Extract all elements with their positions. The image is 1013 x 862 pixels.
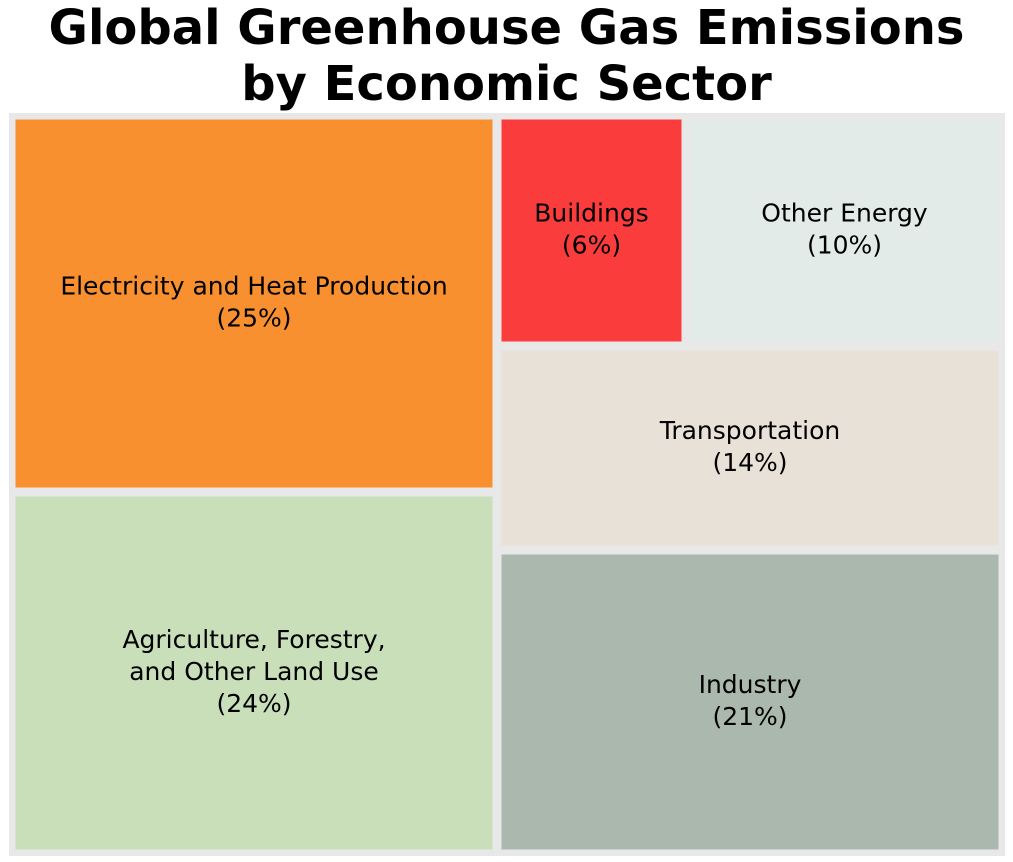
chart-title-line-2: by Economic Sector (241, 56, 772, 112)
tile-value-agriculture-forestry-and-other-land-use: (24%) (216, 689, 291, 718)
chart-title-line-1: Global Greenhouse Gas Emissions (48, 0, 965, 56)
tile-buildings (496, 114, 687, 347)
tile-label-other-energy: Other Energy (10%) (761, 199, 928, 260)
tile-label-buildings: Buildings (6%) (534, 199, 648, 260)
tile-value-other-energy: (10%) (807, 231, 882, 260)
tile-name-buildings: Buildings (534, 199, 648, 228)
tile-value-buildings: (6%) (562, 231, 621, 260)
tile-electricity-and-heat-production (10, 114, 498, 493)
treemap-frame (9, 113, 1005, 856)
tile-name-agriculture-forestry-and-other-land-use: and Other Land Use (129, 657, 379, 686)
tile-name-transportation: Transportation (659, 416, 841, 445)
tile-name-other-energy: Other Energy (761, 199, 928, 228)
tile-name-agriculture-forestry-and-other-land-use: Agriculture, Forestry, (122, 625, 385, 654)
tile-value-industry: (21%) (712, 702, 787, 731)
tile-label-transportation: Transportation (14%) (659, 416, 841, 477)
tile-transportation (496, 345, 1004, 551)
tile-name-electricity-and-heat-production: Electricity and Heat Production (60, 272, 447, 301)
tile-name-industry: Industry (699, 670, 802, 699)
tile-value-transportation: (14%) (712, 448, 787, 477)
tile-value-electricity-and-heat-production: (25%) (216, 304, 291, 333)
treemap-tiles: Electricity and Heat Production (25%) Agri… (9, 113, 1005, 856)
tile-agriculture-forestry-and-other-land-use (10, 491, 498, 855)
chart-title: Global Greenhouse Gas Emissions by Econo… (0, 0, 1013, 112)
tile-label-industry: Industry (21%) (699, 670, 802, 731)
tile-other-energy (685, 114, 1004, 347)
tile-label-agriculture-forestry-and-other-land-use: Agriculture, Forestry, and Other Land Use… (122, 625, 385, 718)
tile-label-electricity-and-heat-production: Electricity and Heat Production (25%) (60, 272, 447, 333)
tile-industry (496, 549, 1004, 855)
